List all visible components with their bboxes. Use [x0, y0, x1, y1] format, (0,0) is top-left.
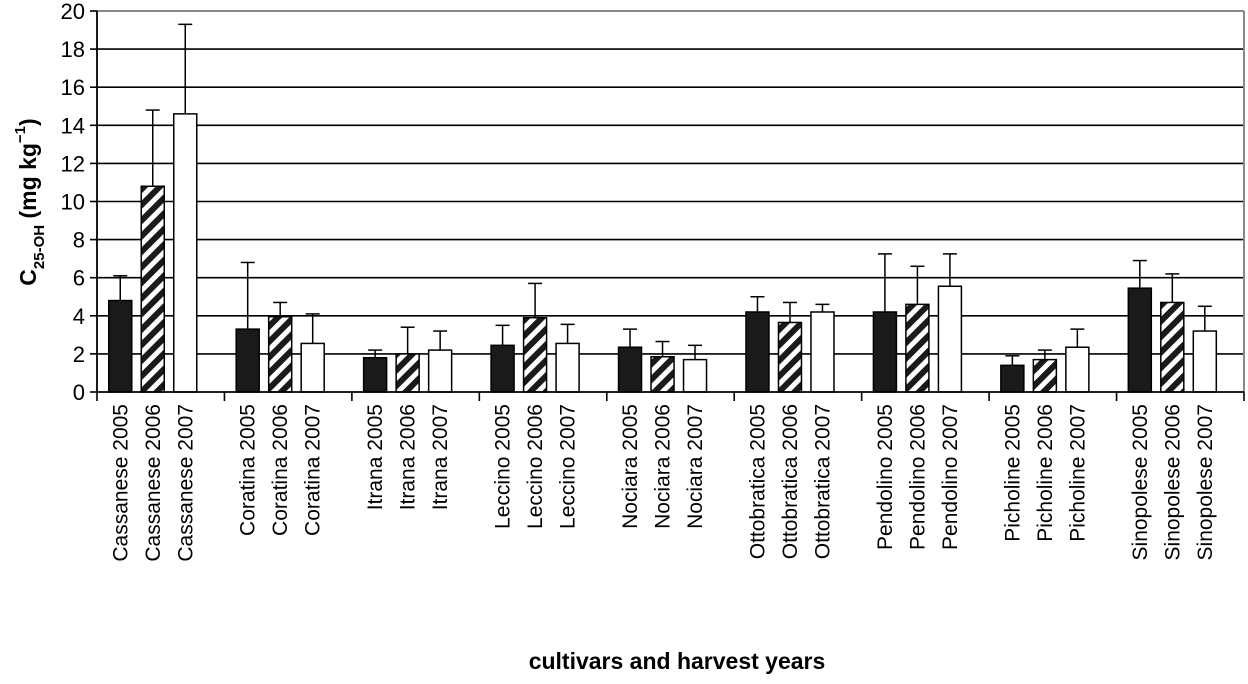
bar-picholine-2007 — [1065, 346, 1090, 393]
bar-cassanese-2005 — [108, 299, 133, 393]
y-axis-title-subscript: 25-OH — [31, 225, 48, 269]
bar-nociara-2005 — [617, 346, 643, 393]
y-tick-label-14: 14 — [61, 113, 85, 138]
category-label-picholine-2005: Picholine 2005 — [1001, 404, 1024, 542]
y-tick-label-6: 6 — [73, 266, 85, 291]
bar-coratina-2005 — [235, 328, 260, 393]
category-label-nociara-2006: Nociara 2006 — [652, 404, 675, 529]
y-axis-title-main: C — [15, 269, 41, 286]
category-label-ottobratica-2007: Ottobratica 2007 — [811, 404, 834, 559]
y-tick-label-16: 16 — [61, 75, 85, 100]
category-label-picholine-2006: Picholine 2006 — [1034, 404, 1057, 542]
bar-coratina-2007 — [300, 342, 325, 393]
category-label-leccino-2005: Leccino 2005 — [492, 404, 515, 529]
bar-leccino-2005 — [490, 344, 515, 393]
bar-picholine-2006 — [1032, 358, 1058, 393]
category-label-itrana-2006: Itrana 2006 — [397, 404, 420, 510]
y-tick-label-20: 20 — [61, 0, 85, 24]
category-label-pendolino-2006: Pendolino 2006 — [906, 404, 929, 550]
bar-sinopolese-2005 — [1127, 287, 1153, 393]
labels-layer: Cassanese 2005 Cassanese 2006 Cassanese 20… — [109, 404, 1217, 562]
bar-nociara-2007 — [682, 358, 708, 393]
category-label-cassanese-2007: Cassanese 2007 — [174, 404, 197, 562]
y-tick-label-8: 8 — [73, 228, 85, 253]
category-label-picholine-2007: Picholine 2007 — [1066, 404, 1089, 542]
y-axis-title-close: ) — [15, 118, 41, 126]
bar-ottobratica-2005 — [745, 311, 770, 393]
bars-layer — [108, 23, 1218, 393]
category-label-pendolino-2005: Pendolino 2005 — [874, 404, 897, 550]
bar-coratina-2006 — [267, 316, 293, 393]
category-label-ottobratica-2006: Ottobratica 2006 — [779, 404, 802, 559]
bar-leccino-2006 — [522, 316, 548, 393]
bar-picholine-2005 — [1000, 364, 1025, 393]
bar-itrana-2006 — [395, 353, 420, 393]
category-label-cassanese-2006: Cassanese 2006 — [142, 404, 165, 562]
category-label-cassanese-2005: Cassanese 2005 — [109, 404, 132, 562]
y-axis-title-superscript: −1 — [12, 126, 29, 143]
category-label-leccino-2007: Leccino 2007 — [557, 404, 580, 529]
y-tick-label-2: 2 — [73, 342, 85, 367]
x-axis-title: cultivars and harvest years — [529, 648, 826, 674]
y-tick-label-10: 10 — [61, 190, 85, 215]
bar-sinopolese-2007 — [1192, 330, 1218, 393]
category-label-nociara-2005: Nociara 2005 — [619, 404, 642, 529]
category-label-itrana-2005: Itrana 2005 — [364, 404, 387, 510]
category-label-sinopolese-2006: Sinopolese 2006 — [1161, 404, 1184, 560]
category-label-coratina-2007: Coratina 2007 — [302, 404, 325, 536]
bar-sinopolese-2006 — [1160, 301, 1185, 393]
category-label-ottobratica-2005: Ottobratica 2005 — [746, 404, 769, 559]
bar-leccino-2007 — [555, 342, 580, 393]
category-label-sinopolese-2007: Sinopolese 2007 — [1194, 404, 1217, 560]
y-axis-title-unit: (mg kg — [15, 143, 41, 225]
y-tick-label-4: 4 — [73, 304, 85, 329]
category-label-itrana-2007: Itrana 2007 — [429, 404, 452, 510]
category-label-pendolino-2007: Pendolino 2007 — [939, 404, 962, 550]
category-label-coratina-2006: Coratina 2006 — [269, 404, 292, 536]
y-axis-title: C25-OH (mg kg−1) — [12, 118, 48, 285]
category-label-coratina-2005: Coratina 2005 — [237, 404, 260, 536]
bar-itrana-2007 — [427, 349, 453, 393]
bar-ottobratica-2007 — [810, 311, 835, 393]
y-tick-label-0: 0 — [73, 380, 85, 405]
category-label-nociara-2007: Nociara 2007 — [684, 404, 707, 529]
bar-pendolino-2007 — [937, 285, 963, 393]
category-label-sinopolese-2005: Sinopolese 2005 — [1129, 404, 1152, 560]
bar-cassanese-2007 — [173, 113, 198, 393]
y-tick-label-18: 18 — [61, 37, 85, 62]
bar-itrana-2005 — [362, 356, 388, 393]
bar-ottobratica-2006 — [777, 321, 803, 393]
y-tick-label-12: 12 — [61, 151, 85, 176]
axis-layer: 0 2 4 6 8 10 12 14 16 18 20 — [61, 0, 1245, 405]
bar-nociara-2006 — [650, 356, 675, 393]
grid-layer — [97, 10, 1244, 355]
bar-pendolino-2006 — [905, 303, 930, 393]
category-label-leccino-2006: Leccino 2006 — [524, 404, 547, 529]
bar-pendolino-2005 — [872, 311, 898, 393]
bar-cassanese-2006 — [140, 185, 165, 393]
